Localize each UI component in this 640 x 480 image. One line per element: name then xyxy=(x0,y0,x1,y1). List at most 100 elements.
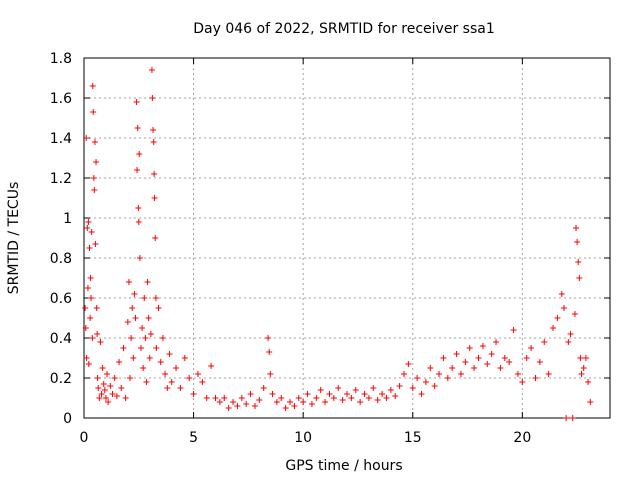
y-tick-label: 0.6 xyxy=(50,291,72,307)
data-point xyxy=(144,279,151,285)
data-point xyxy=(128,335,135,341)
data-point xyxy=(330,395,337,401)
data-point xyxy=(136,255,143,261)
data-point xyxy=(300,399,307,405)
data-point xyxy=(122,395,129,401)
data-point xyxy=(91,139,98,145)
data-point xyxy=(109,391,116,397)
data-point xyxy=(141,295,148,301)
data-point xyxy=(488,351,495,357)
y-tick-label: 1 xyxy=(63,211,72,227)
data-point xyxy=(436,371,443,377)
data-point xyxy=(145,315,152,321)
data-point xyxy=(93,159,100,165)
data-point xyxy=(427,365,434,371)
data-point xyxy=(273,399,280,405)
data-point xyxy=(135,205,142,211)
data-point xyxy=(523,355,530,361)
x-tick-label: 5 xyxy=(189,430,198,446)
data-point xyxy=(136,151,143,157)
data-point xyxy=(116,359,123,365)
y-axis-label: SRMTID / TECUs xyxy=(6,182,22,295)
data-point xyxy=(554,315,561,321)
data-point xyxy=(111,375,118,381)
data-point xyxy=(471,365,478,371)
data-point xyxy=(457,371,464,377)
data-point xyxy=(238,395,245,401)
data-point xyxy=(190,391,197,397)
data-point xyxy=(339,397,346,403)
data-point xyxy=(571,311,578,317)
data-point xyxy=(563,415,570,421)
data-point xyxy=(431,383,438,389)
data-point xyxy=(82,305,89,311)
data-point xyxy=(453,351,460,357)
data-point xyxy=(93,305,100,311)
data-point xyxy=(344,391,350,397)
data-point xyxy=(317,387,324,393)
data-point xyxy=(462,359,469,365)
y-tick-label: 1.2 xyxy=(50,171,72,187)
data-point xyxy=(83,135,90,141)
data-point xyxy=(130,355,137,361)
data-point xyxy=(140,365,147,371)
data-point xyxy=(82,325,89,331)
data-point xyxy=(147,331,154,337)
data-point xyxy=(90,109,97,115)
data-point xyxy=(326,391,333,397)
data-point xyxy=(99,365,106,371)
x-axis-label: GPS time / hours xyxy=(285,458,402,474)
data-point xyxy=(278,395,285,401)
data-point xyxy=(497,365,504,371)
data-point xyxy=(230,399,237,405)
data-point xyxy=(94,375,101,381)
data-point xyxy=(400,371,407,377)
data-point xyxy=(352,387,359,393)
data-point xyxy=(125,279,132,285)
data-point xyxy=(105,399,112,405)
data-point xyxy=(90,175,97,181)
data-point xyxy=(580,365,587,371)
data-point xyxy=(132,315,139,321)
data-point xyxy=(550,325,557,331)
data-point xyxy=(479,343,486,349)
data-point xyxy=(87,315,94,321)
y-tick-label: 0.8 xyxy=(50,251,72,267)
data-point xyxy=(104,371,111,377)
data-point xyxy=(365,395,372,401)
data-point xyxy=(576,275,583,281)
data-point xyxy=(98,391,105,397)
data-point xyxy=(151,195,158,201)
data-point xyxy=(212,395,219,401)
data-point xyxy=(506,359,513,365)
data-point xyxy=(587,399,594,405)
data-point xyxy=(124,319,131,325)
data-point xyxy=(414,375,421,381)
data-point xyxy=(558,291,565,297)
data-point xyxy=(234,403,241,409)
data-point xyxy=(107,383,114,389)
data-point xyxy=(225,405,232,411)
data-point xyxy=(335,385,342,391)
data-point xyxy=(532,375,539,381)
data-point xyxy=(322,399,329,405)
data-point xyxy=(88,295,95,301)
data-point xyxy=(85,219,92,225)
data-point xyxy=(166,351,173,357)
data-point xyxy=(383,395,390,401)
data-point xyxy=(256,397,263,403)
data-point xyxy=(528,345,535,351)
data-point xyxy=(152,235,159,241)
data-point xyxy=(142,335,149,341)
data-point xyxy=(501,355,508,361)
data-point xyxy=(493,339,500,345)
data-point xyxy=(177,385,184,391)
x-tick-label: 15 xyxy=(404,430,422,446)
data-point xyxy=(137,345,144,351)
data-point xyxy=(265,335,272,341)
data-point xyxy=(578,371,585,377)
data-point xyxy=(304,391,311,397)
data-point xyxy=(135,219,142,225)
data-point xyxy=(569,415,576,421)
data-point xyxy=(150,127,157,133)
